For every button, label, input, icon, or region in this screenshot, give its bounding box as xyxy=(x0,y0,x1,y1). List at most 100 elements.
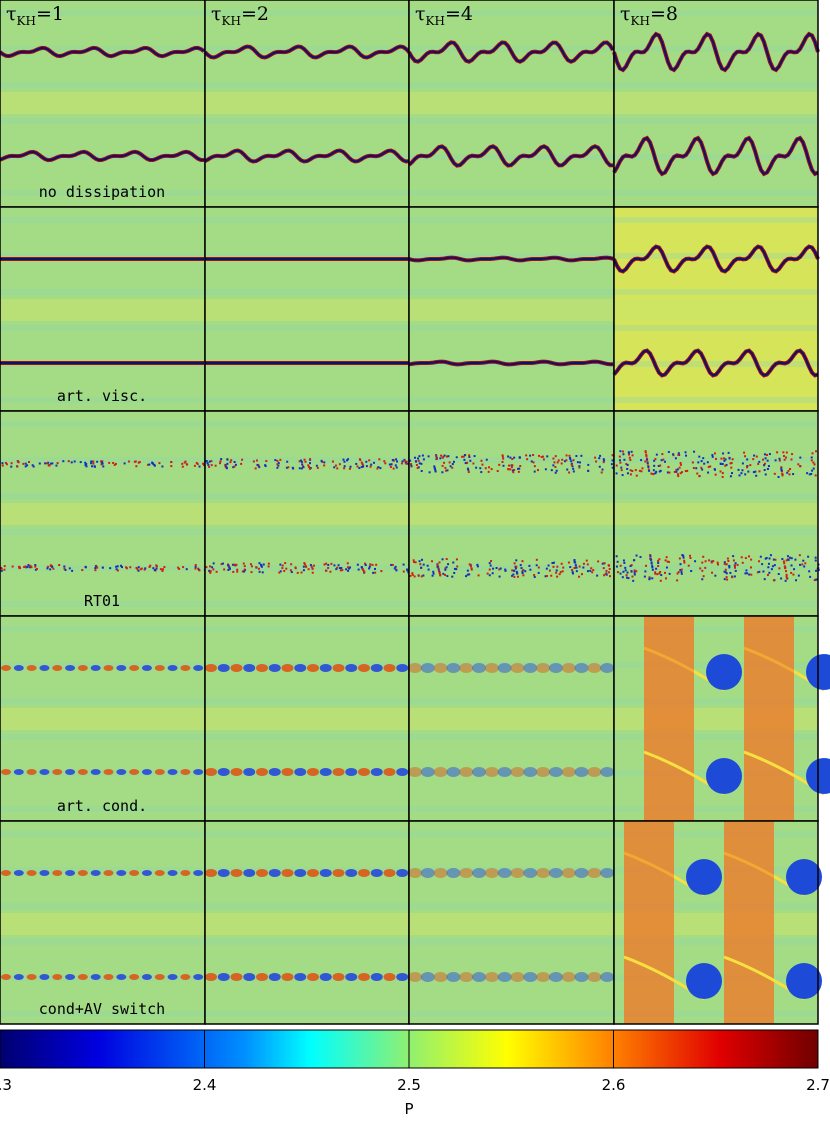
speck xyxy=(345,568,348,571)
speck xyxy=(782,560,785,563)
speck xyxy=(85,465,88,468)
speck xyxy=(533,573,536,576)
speck xyxy=(516,575,519,578)
speck xyxy=(780,577,783,580)
speck xyxy=(445,558,448,561)
speck xyxy=(368,567,371,570)
speck xyxy=(32,465,35,468)
blob xyxy=(65,665,76,671)
speck xyxy=(628,453,631,456)
panel xyxy=(203,0,411,208)
speck xyxy=(431,560,434,563)
speck xyxy=(812,461,815,464)
speck xyxy=(729,475,732,478)
speck xyxy=(446,469,449,472)
speck xyxy=(602,461,605,464)
speck xyxy=(194,567,197,570)
blob xyxy=(600,767,615,777)
band xyxy=(0,190,205,196)
band xyxy=(0,217,205,223)
speck xyxy=(575,455,578,458)
blob xyxy=(561,663,576,673)
speck xyxy=(808,570,811,573)
speck xyxy=(114,462,117,465)
row-label: art. visc. xyxy=(57,387,147,405)
speck xyxy=(771,565,774,568)
speck xyxy=(390,463,393,466)
speck xyxy=(615,565,618,568)
speck xyxy=(659,579,662,582)
speck xyxy=(717,563,720,566)
speck xyxy=(448,461,451,464)
panel xyxy=(408,615,615,822)
speck xyxy=(578,565,581,568)
speck xyxy=(108,461,111,464)
speck xyxy=(701,578,704,581)
speck xyxy=(468,563,471,566)
speck xyxy=(24,462,27,465)
speck xyxy=(178,567,181,570)
speck xyxy=(208,465,211,468)
speck xyxy=(625,463,628,466)
speck xyxy=(435,455,438,458)
blob xyxy=(459,767,474,777)
speck xyxy=(262,563,265,566)
speck xyxy=(356,563,359,566)
speck xyxy=(521,572,524,575)
blob xyxy=(370,869,383,877)
speck xyxy=(653,459,656,462)
speck xyxy=(63,567,66,570)
speck xyxy=(392,459,395,462)
blob xyxy=(396,664,409,672)
speck xyxy=(422,574,425,577)
speck xyxy=(814,474,817,477)
speck xyxy=(535,558,538,561)
speck xyxy=(596,574,599,577)
speck xyxy=(135,566,138,569)
speck xyxy=(307,464,310,467)
speck xyxy=(622,450,625,453)
speck xyxy=(90,460,93,463)
speck xyxy=(638,469,641,472)
blob xyxy=(13,974,24,980)
speck xyxy=(437,566,440,569)
speck xyxy=(687,564,690,567)
speck xyxy=(767,566,770,569)
band xyxy=(205,734,409,740)
blob xyxy=(497,767,512,777)
speck xyxy=(580,573,583,576)
speck xyxy=(600,471,603,474)
blob xyxy=(497,972,512,982)
interface xyxy=(204,45,410,59)
panel xyxy=(204,410,410,617)
speck xyxy=(547,564,550,567)
speck xyxy=(70,461,73,464)
speck xyxy=(654,458,657,461)
speck xyxy=(443,461,446,464)
speck xyxy=(148,463,151,466)
speck xyxy=(92,462,95,465)
speck xyxy=(649,557,652,560)
interface xyxy=(408,145,614,167)
speck xyxy=(654,571,657,574)
speck xyxy=(376,467,379,470)
speck xyxy=(746,458,749,461)
speck xyxy=(572,459,575,462)
band xyxy=(409,565,614,571)
speck xyxy=(750,573,753,576)
speck xyxy=(442,572,445,575)
speck xyxy=(726,578,729,581)
speck xyxy=(438,561,441,564)
speck xyxy=(416,466,419,469)
blob xyxy=(370,768,383,776)
speck xyxy=(640,470,643,473)
speck xyxy=(116,569,119,572)
speck xyxy=(623,458,626,461)
speck xyxy=(763,578,766,581)
speck xyxy=(747,470,750,473)
speck xyxy=(679,462,682,465)
speck xyxy=(770,568,773,571)
band xyxy=(409,118,614,124)
speck xyxy=(550,574,553,577)
blob xyxy=(433,868,448,878)
